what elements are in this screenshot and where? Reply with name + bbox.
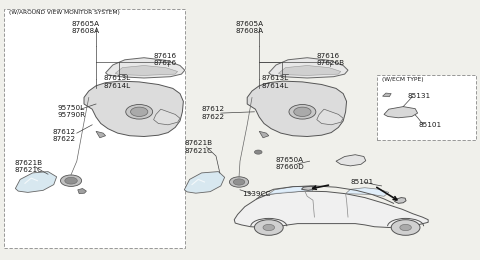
Polygon shape xyxy=(317,109,343,125)
Polygon shape xyxy=(336,155,366,166)
Polygon shape xyxy=(84,81,183,136)
Circle shape xyxy=(60,175,82,186)
Polygon shape xyxy=(154,109,180,125)
Polygon shape xyxy=(234,191,428,228)
Polygon shape xyxy=(106,58,185,78)
Polygon shape xyxy=(15,172,57,192)
Text: 87605A
87608A: 87605A 87608A xyxy=(235,21,264,34)
Circle shape xyxy=(294,107,311,116)
Polygon shape xyxy=(96,131,106,138)
Circle shape xyxy=(233,179,245,185)
Text: 87605A
87608A: 87605A 87608A xyxy=(71,21,99,34)
Text: 87612
87622: 87612 87622 xyxy=(53,129,76,142)
Polygon shape xyxy=(269,58,348,78)
Text: 87613L
87614L: 87613L 87614L xyxy=(103,75,131,88)
Polygon shape xyxy=(395,198,406,203)
Polygon shape xyxy=(278,66,341,75)
Text: (W/ECM TYPE): (W/ECM TYPE) xyxy=(382,77,424,82)
Circle shape xyxy=(229,177,249,187)
FancyBboxPatch shape xyxy=(4,9,185,248)
Polygon shape xyxy=(268,186,314,194)
Circle shape xyxy=(254,150,262,154)
Text: 87621B
87621C: 87621B 87621C xyxy=(185,140,213,153)
Polygon shape xyxy=(384,107,418,118)
Polygon shape xyxy=(259,131,269,138)
Text: 1339CC: 1339CC xyxy=(242,191,271,197)
Text: 87621B
87621C: 87621B 87621C xyxy=(14,160,43,173)
Text: (W/AROUND VIEW MONITOR SYSTEM): (W/AROUND VIEW MONITOR SYSTEM) xyxy=(9,10,120,15)
Text: 87616
87626B: 87616 87626B xyxy=(317,53,345,66)
Circle shape xyxy=(254,220,283,235)
Circle shape xyxy=(400,224,411,231)
Text: 87613L
87614L: 87613L 87614L xyxy=(262,75,289,88)
Circle shape xyxy=(289,105,316,119)
Text: 85101: 85101 xyxy=(419,122,442,128)
Text: 87616
87626: 87616 87626 xyxy=(154,53,177,66)
FancyBboxPatch shape xyxy=(377,75,476,140)
Polygon shape xyxy=(383,93,391,97)
Polygon shape xyxy=(301,186,315,190)
Polygon shape xyxy=(184,172,225,193)
Text: 87650A
87660D: 87650A 87660D xyxy=(276,157,305,170)
Circle shape xyxy=(131,107,148,116)
Circle shape xyxy=(263,224,275,231)
Polygon shape xyxy=(78,188,86,194)
Polygon shape xyxy=(346,188,389,196)
Circle shape xyxy=(126,105,153,119)
Circle shape xyxy=(391,220,420,235)
Text: 87612
87622: 87612 87622 xyxy=(202,107,225,120)
Circle shape xyxy=(65,177,77,184)
Text: 85101: 85101 xyxy=(350,179,373,185)
Text: 85131: 85131 xyxy=(407,93,430,99)
Polygon shape xyxy=(115,66,178,75)
Polygon shape xyxy=(247,81,347,136)
Text: 95750L
95790R: 95750L 95790R xyxy=(58,105,86,118)
